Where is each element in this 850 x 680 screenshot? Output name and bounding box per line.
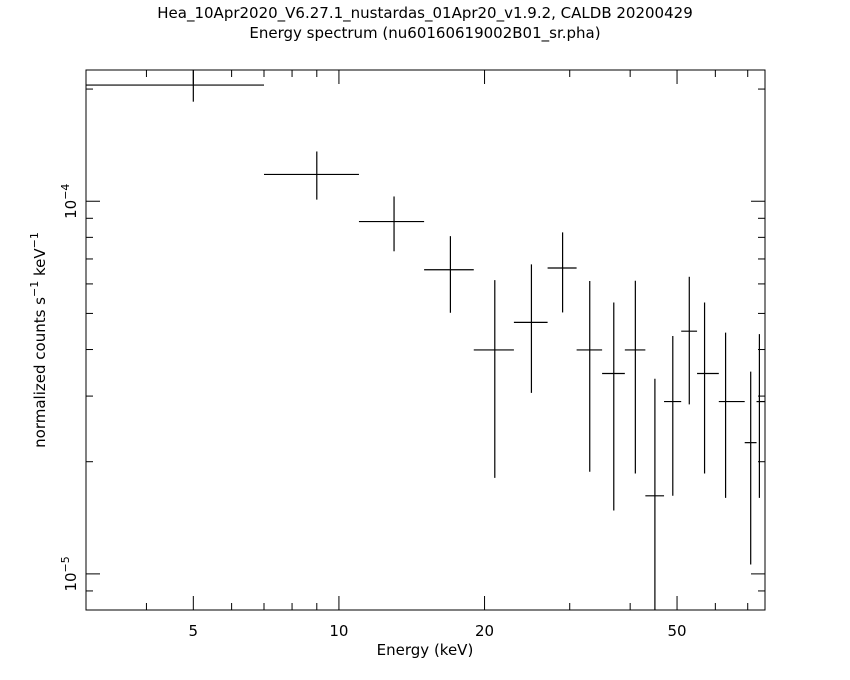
y-axis-label-base: normalized counts s xyxy=(31,297,49,448)
y-axis-label-exp2: −1 xyxy=(28,232,41,248)
data-points xyxy=(86,70,765,610)
y-tick-label-exp: −4 xyxy=(59,184,72,200)
data-point xyxy=(263,151,359,200)
data-point xyxy=(86,70,264,102)
y-axis-label: normalized counts s−1 keV−1 xyxy=(28,232,49,448)
data-point xyxy=(718,332,745,498)
plot-frame xyxy=(85,69,766,611)
data-point xyxy=(645,378,665,610)
y-tick-label-base: 10 xyxy=(62,572,80,591)
data-point xyxy=(358,196,425,252)
data-point xyxy=(681,276,698,405)
y-tick-label: 10−4 xyxy=(59,184,80,219)
data-point xyxy=(576,280,603,472)
y-tick-labels: 10−410−5 xyxy=(59,184,80,592)
axis-ticks xyxy=(85,70,765,611)
data-point xyxy=(473,280,514,478)
y-tick-label-exp: −5 xyxy=(59,556,72,572)
data-point xyxy=(513,264,548,393)
y-axis-label-mid: keV xyxy=(31,248,49,281)
y-axis-label-exp1: −1 xyxy=(28,281,41,297)
data-point xyxy=(697,302,719,474)
x-tick-label: 50 xyxy=(667,622,686,640)
data-point xyxy=(744,371,757,565)
data-point xyxy=(664,335,682,496)
x-tick-label: 5 xyxy=(189,622,199,640)
chart-title: Hea_10Apr2020_V6.27.1_nustardas_01Apr20_… xyxy=(157,4,693,22)
data-point xyxy=(624,280,646,474)
chart-subtitle: Energy spectrum (nu60160619002B01_sr.pha… xyxy=(249,24,601,42)
x-tick-label: 20 xyxy=(475,622,494,640)
data-point xyxy=(602,302,625,511)
x-tick-label: 10 xyxy=(329,622,348,640)
y-tick-label: 10−5 xyxy=(59,556,80,591)
data-point xyxy=(547,232,577,313)
data-point xyxy=(424,236,474,313)
x-axis-label: Energy (keV) xyxy=(377,641,474,659)
data-point xyxy=(756,334,765,498)
y-tick-label-base: 10 xyxy=(62,200,80,219)
x-tick-labels: 5 10 20 50 xyxy=(189,622,687,640)
